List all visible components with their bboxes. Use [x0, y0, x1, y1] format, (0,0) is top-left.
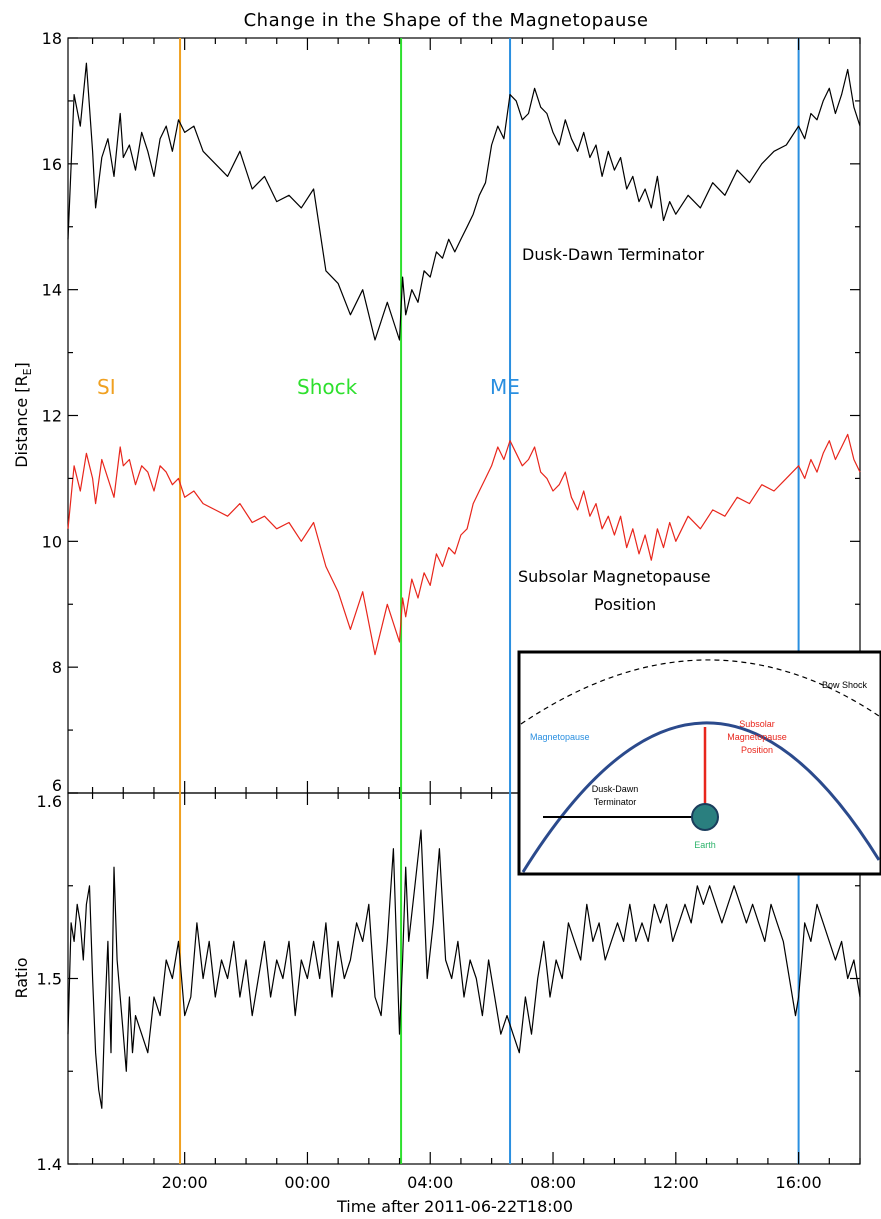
inset-magnetopause-label: Magnetopause [530, 732, 590, 742]
top-ytick-label: 16 [42, 155, 62, 174]
xtick-label: 16:00 [776, 1173, 822, 1192]
top-series-group [67, 62, 861, 656]
chart-title: Change in the Shape of the Magnetopause [244, 10, 649, 31]
top-ytick-label: 12 [42, 407, 62, 426]
top-ytick-label: 18 [42, 29, 62, 48]
top-ytick-label: 14 [42, 281, 62, 300]
xtick-label: 00:00 [284, 1173, 330, 1192]
event-lines [179, 38, 800, 1164]
top-ylabel: Distance [RE] [12, 362, 34, 468]
bottom-series-0 [67, 829, 861, 1109]
top-ytick-label: 6 [52, 776, 62, 795]
annotation-si: SI [97, 375, 116, 399]
bottom-ylabel: Ratio [12, 957, 31, 998]
inset-subsolar-label-3: Position [741, 745, 773, 755]
xtick-label: 08:00 [530, 1173, 576, 1192]
inset-terminator-label-1: Dusk-Dawn [592, 784, 639, 794]
inset-frame [517, 650, 881, 876]
x-axis-label: Time after 2011-06-22T18:00 [336, 1197, 573, 1216]
xtick-label: 04:00 [407, 1173, 453, 1192]
top-ytick-label: 8 [52, 658, 62, 677]
annotation-me: ME [490, 375, 520, 399]
bottom-ytick-label: 1.6 [37, 792, 62, 811]
top-ytick-label: 10 [42, 532, 62, 551]
annotation-subsolar-2: Position [594, 595, 656, 614]
xtick-label: 20:00 [162, 1173, 208, 1192]
inset-terminator-label-2: Terminator [594, 797, 637, 807]
xtick-label: 12:00 [653, 1173, 699, 1192]
inset-bow-shock-label: Bow Shock [822, 680, 868, 690]
bottom-ytick-label: 1.5 [37, 970, 62, 989]
inset-earth-label: Earth [694, 840, 716, 850]
bottom-series-group [67, 829, 861, 1109]
bow-shock-curve [520, 659, 880, 725]
tick-group: 8 10 12 14 16 18 6 1.4 1.5 1.6 20:00 00:00 04:00 08:0… [37, 29, 861, 1192]
annotation-subsolar-1: Subsolar Magnetopause [518, 567, 711, 586]
top-series-0 [67, 62, 861, 341]
bottom-ytick-label: 1.4 [37, 1155, 62, 1174]
top-series-1 [67, 433, 861, 656]
magnetopause-curve [521, 721, 881, 873]
annotation-shock: Shock [297, 375, 358, 399]
earth-icon [691, 803, 719, 831]
inset-diagram: Bow Shock Magnetopause Subsolar Magnetop… [517, 650, 881, 876]
inset-subsolar-label-2: Magnetopause [727, 732, 787, 742]
annotation-terminator: Dusk-Dawn Terminator [522, 245, 705, 264]
inset-subsolar-label-1: Subsolar [739, 719, 775, 729]
